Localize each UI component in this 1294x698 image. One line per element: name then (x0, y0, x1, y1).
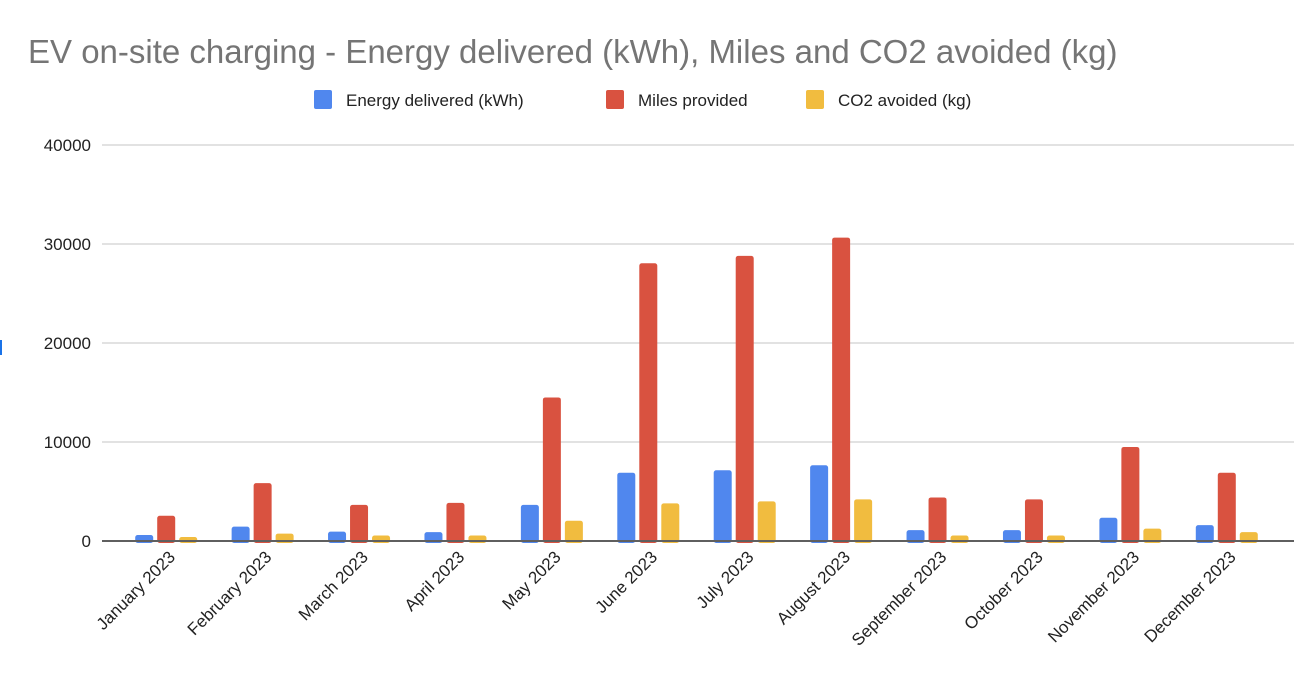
legend-item[interactable]: Energy delivered (kWh) (314, 90, 524, 110)
y-tick-label: 30000 (44, 235, 91, 254)
x-tick-label: October 2023 (961, 547, 1047, 633)
bar-group (231, 483, 294, 543)
x-tick-label: September 2023 (848, 547, 950, 649)
bar[interactable] (661, 503, 680, 543)
bar[interactable] (639, 263, 658, 543)
bar-group (135, 515, 198, 543)
bar[interactable] (1121, 446, 1140, 543)
bar[interactable] (542, 397, 561, 543)
bar[interactable] (757, 501, 776, 543)
bar[interactable] (564, 520, 583, 543)
gridlines (102, 144, 1294, 443)
selection-marker (0, 340, 2, 355)
legend-label: Energy delivered (kWh) (346, 91, 524, 110)
x-tick-label: July 2023 (693, 547, 758, 612)
x-tick-label: June 2023 (592, 547, 662, 617)
chart-title: EV on-site charging - Energy delivered (… (28, 33, 1117, 70)
y-tick-label: 20000 (44, 334, 91, 353)
bar-group (810, 237, 873, 543)
bar-group (617, 263, 680, 543)
bar[interactable] (350, 504, 369, 543)
bar[interactable] (735, 255, 754, 543)
bars (135, 237, 1258, 543)
bar-group (1099, 446, 1162, 543)
x-tick-label: November 2023 (1044, 547, 1143, 646)
legend-item[interactable]: CO2 avoided (kg) (806, 90, 971, 110)
x-tick-label: February 2023 (184, 547, 276, 639)
bar[interactable] (1099, 517, 1118, 543)
bar[interactable] (446, 502, 465, 543)
y-axis-ticks: 0 10000 20000 30000 40000 (44, 136, 91, 551)
bar[interactable] (713, 470, 732, 543)
bar[interactable] (617, 472, 636, 543)
bar[interactable] (1143, 528, 1162, 543)
x-tick-label: March 2023 (295, 547, 372, 624)
legend-label: CO2 avoided (kg) (838, 91, 971, 110)
bar-group (906, 497, 969, 543)
bar[interactable] (231, 526, 250, 543)
x-tick-label: April 2023 (401, 547, 469, 615)
bar[interactable] (1024, 499, 1043, 543)
y-tick-label: 0 (82, 532, 91, 551)
bar[interactable] (253, 483, 272, 543)
legend-swatch (314, 90, 332, 109)
legend: Energy delivered (kWh) Miles provided CO2 … (314, 90, 971, 110)
x-axis-ticks: January 2023 February 2023 March 2023 April… (93, 547, 1240, 649)
bar-group (520, 397, 583, 543)
bar[interactable] (928, 497, 947, 543)
legend-item[interactable]: Miles provided (606, 90, 748, 110)
bar[interactable] (832, 237, 851, 543)
legend-label: Miles provided (638, 91, 748, 110)
bar[interactable] (520, 504, 539, 543)
bar[interactable] (854, 499, 873, 543)
bar-group (424, 502, 487, 543)
legend-swatch (606, 90, 624, 109)
bar-group (1195, 472, 1258, 543)
y-tick-label: 10000 (44, 433, 91, 452)
x-tick-label: January 2023 (93, 547, 179, 633)
y-tick-label: 40000 (44, 136, 91, 155)
bar[interactable] (157, 515, 176, 543)
bar[interactable] (1217, 472, 1236, 543)
bar-group (1002, 499, 1065, 543)
bar[interactable] (810, 465, 829, 543)
x-tick-label: August 2023 (773, 547, 854, 628)
bar-group (713, 255, 776, 543)
bar[interactable] (1195, 525, 1214, 543)
bar[interactable] (906, 530, 925, 543)
bar-group (328, 504, 391, 543)
bar[interactable] (1002, 530, 1021, 543)
legend-swatch (806, 90, 824, 109)
x-tick-label: May 2023 (498, 547, 564, 613)
x-tick-label: December 2023 (1141, 547, 1240, 646)
